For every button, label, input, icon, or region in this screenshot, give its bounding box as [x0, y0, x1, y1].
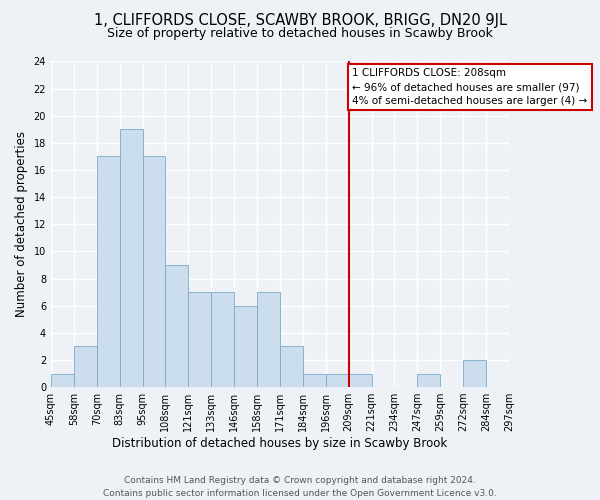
Bar	[74, 346, 97, 387]
Bar	[51, 374, 74, 387]
Text: 1 CLIFFORDS CLOSE: 208sqm
← 96% of detached houses are smaller (97)
4% of semi-d: 1 CLIFFORDS CLOSE: 208sqm ← 96% of detac…	[352, 68, 587, 106]
Bar	[166, 265, 188, 387]
Bar	[234, 306, 257, 387]
Bar	[211, 292, 234, 387]
Bar	[303, 374, 326, 387]
Bar	[463, 360, 486, 387]
Bar	[326, 374, 349, 387]
Bar	[188, 292, 211, 387]
Bar	[143, 156, 166, 387]
Bar	[418, 374, 440, 387]
Bar	[119, 130, 143, 387]
Text: 1, CLIFFORDS CLOSE, SCAWBY BROOK, BRIGG, DN20 9JL: 1, CLIFFORDS CLOSE, SCAWBY BROOK, BRIGG,…	[94, 12, 506, 28]
X-axis label: Distribution of detached houses by size in Scawby Brook: Distribution of detached houses by size …	[112, 437, 448, 450]
Text: Size of property relative to detached houses in Scawby Brook: Size of property relative to detached ho…	[107, 28, 493, 40]
Bar	[257, 292, 280, 387]
Y-axis label: Number of detached properties: Number of detached properties	[15, 132, 28, 318]
Bar	[97, 156, 119, 387]
Bar	[280, 346, 303, 387]
Text: Contains HM Land Registry data © Crown copyright and database right 2024.
Contai: Contains HM Land Registry data © Crown c…	[103, 476, 497, 498]
Bar	[349, 374, 371, 387]
